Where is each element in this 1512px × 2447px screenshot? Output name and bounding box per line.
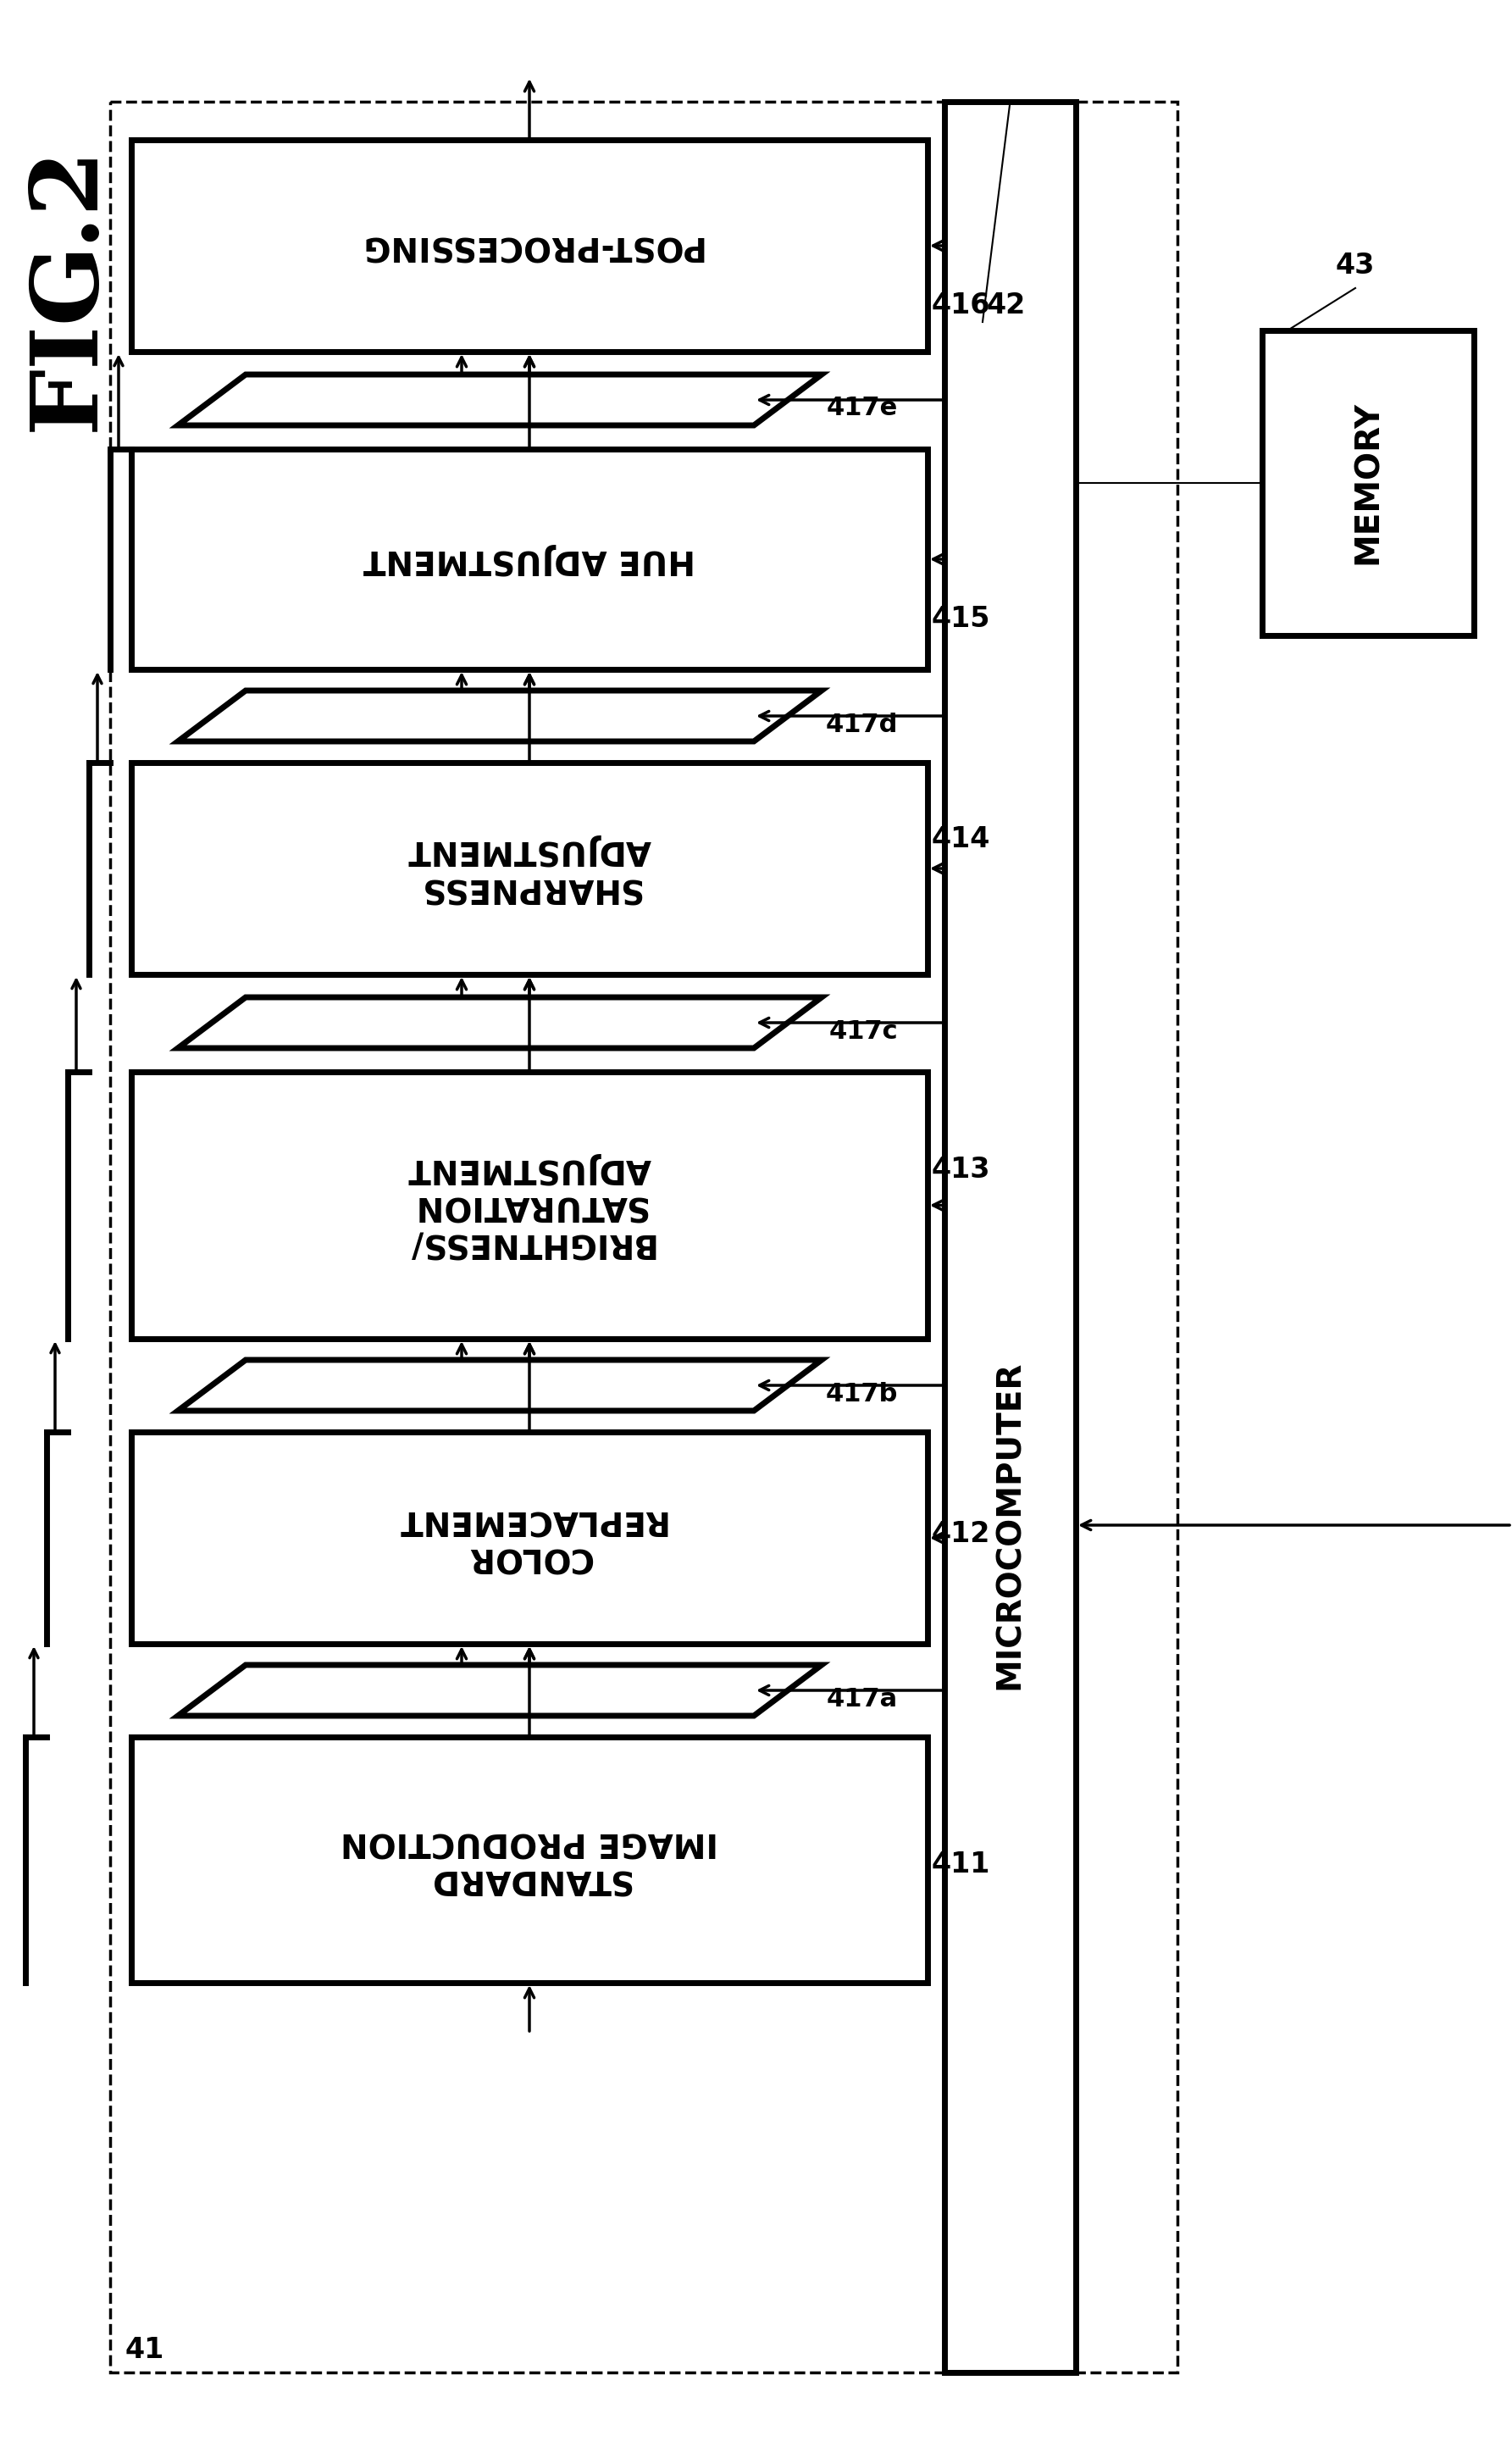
Bar [1263,330,1474,636]
Text: 412: 412 [931,1520,990,1547]
Polygon shape [178,690,821,741]
Text: 417a: 417a [827,1686,898,1710]
Text: STANDARD
IMAGE PRODUCTION: STANDARD IMAGE PRODUCTION [340,1825,718,1894]
Text: 417c: 417c [829,1018,898,1042]
Text: 43: 43 [1335,252,1374,279]
Bar [945,103,1075,2374]
Polygon shape [178,1361,821,1412]
Bar [110,103,1178,2374]
Text: HUE ADJUSTMENT: HUE ADJUSTMENT [363,543,696,575]
Polygon shape [178,998,821,1047]
Text: MEMORY: MEMORY [1352,401,1383,565]
Text: 411: 411 [931,1850,990,1877]
Bar [132,1431,927,1644]
Bar [132,139,927,352]
Bar [132,763,927,974]
Polygon shape [178,1664,821,1715]
Text: 417b: 417b [826,1383,898,1407]
Text: POST-PROCESSING: POST-PROCESSING [357,230,702,262]
Text: 415: 415 [931,604,990,631]
Text: 41: 41 [125,2337,165,2364]
Text: BRIGHTNESS/
SATURATION
ADJUSTMENT: BRIGHTNESS/ SATURATION ADJUSTMENT [405,1153,653,1258]
Bar [132,1737,927,1982]
Text: MICROCOMPUTER: MICROCOMPUTER [993,1361,1025,1691]
Text: 42: 42 [987,291,1027,318]
Bar [132,450,927,670]
Polygon shape [178,374,821,426]
Text: SHARPNESS
ADJUSTMENT: SHARPNESS ADJUSTMENT [408,834,652,903]
Text: 413: 413 [931,1155,990,1184]
Text: FIG.2: FIG.2 [23,144,113,431]
Text: 417e: 417e [827,396,898,421]
Text: 417d: 417d [826,712,898,737]
Text: COLOR
REPLACEMENT: COLOR REPLACEMENT [395,1502,665,1573]
Bar [132,1072,927,1339]
Text: 414: 414 [931,825,990,854]
Text: 416: 416 [931,291,990,318]
